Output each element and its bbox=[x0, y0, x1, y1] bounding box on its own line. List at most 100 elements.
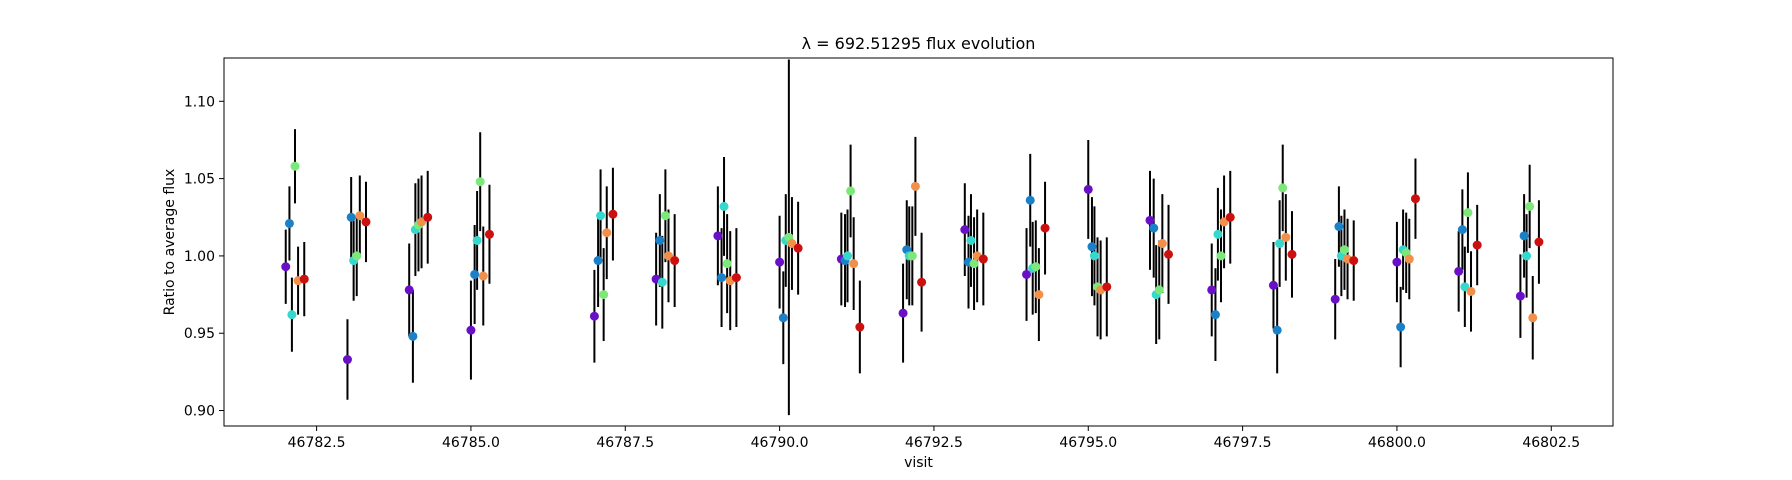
x-tick-label: 46782.5 bbox=[288, 435, 346, 451]
data-point bbox=[417, 217, 427, 227]
data-point bbox=[1404, 254, 1414, 264]
data-point bbox=[1454, 266, 1464, 276]
data-point bbox=[1515, 291, 1525, 301]
data-point bbox=[1102, 282, 1112, 292]
x-tick-label: 46785.0 bbox=[442, 435, 500, 451]
x-tick-label: 46787.5 bbox=[596, 435, 654, 451]
y-tick-label: 1.00 bbox=[184, 249, 215, 265]
data-point bbox=[713, 231, 723, 241]
data-point bbox=[1157, 239, 1167, 249]
data-point bbox=[589, 311, 599, 321]
data-point bbox=[1349, 256, 1359, 266]
x-axis-label: visit bbox=[904, 455, 933, 471]
data-point bbox=[1268, 280, 1278, 290]
data-point bbox=[1164, 249, 1174, 259]
data-point bbox=[978, 254, 988, 264]
data-point bbox=[287, 310, 297, 320]
data-point bbox=[484, 229, 494, 239]
x-tick-label: 46795.0 bbox=[1059, 435, 1117, 451]
x-tick-label: 46800.0 bbox=[1368, 435, 1426, 451]
x-tick-label: 46802.5 bbox=[1522, 435, 1580, 451]
data-point bbox=[1534, 237, 1544, 247]
data-point bbox=[1034, 290, 1044, 300]
data-point bbox=[1275, 239, 1285, 249]
chart-title: λ = 692.51295 flux evolution bbox=[802, 34, 1036, 53]
data-point bbox=[1460, 282, 1470, 292]
data-point bbox=[969, 259, 979, 269]
data-point bbox=[717, 273, 727, 283]
y-tick-label: 1.05 bbox=[184, 172, 215, 188]
data-point bbox=[472, 235, 482, 245]
data-points bbox=[281, 59, 1544, 416]
data-point bbox=[342, 355, 352, 365]
data-point bbox=[361, 217, 371, 227]
data-point bbox=[1396, 322, 1406, 332]
data-point bbox=[663, 251, 673, 261]
data-point bbox=[1154, 285, 1164, 295]
data-point bbox=[960, 225, 970, 235]
data-point bbox=[1457, 225, 1467, 235]
data-point bbox=[1213, 229, 1223, 239]
data-point bbox=[284, 218, 294, 228]
data-point bbox=[1287, 249, 1297, 259]
data-point bbox=[855, 322, 865, 332]
data-point bbox=[1025, 195, 1035, 205]
data-point bbox=[1210, 310, 1220, 320]
data-point bbox=[599, 290, 609, 300]
data-point bbox=[1466, 286, 1476, 296]
x-tick-label: 46792.5 bbox=[905, 435, 963, 451]
data-point bbox=[470, 269, 480, 279]
data-point bbox=[657, 277, 667, 287]
data-point bbox=[1330, 294, 1340, 304]
data-point bbox=[1528, 313, 1538, 323]
data-point bbox=[719, 201, 729, 211]
data-point bbox=[1525, 201, 1535, 211]
data-point bbox=[1087, 242, 1097, 252]
data-point bbox=[1225, 212, 1235, 222]
data-point bbox=[787, 239, 797, 249]
data-point bbox=[1216, 251, 1226, 261]
y-tick-label: 0.95 bbox=[184, 326, 215, 342]
data-point bbox=[846, 186, 856, 196]
data-point bbox=[1334, 222, 1344, 232]
data-point bbox=[281, 262, 291, 272]
data-point bbox=[602, 228, 612, 238]
data-point bbox=[910, 181, 920, 191]
data-point bbox=[1022, 269, 1032, 279]
data-point bbox=[1219, 217, 1229, 227]
data-point bbox=[778, 313, 788, 323]
axes-frame bbox=[223, 57, 1614, 427]
data-point bbox=[722, 259, 732, 269]
data-point bbox=[660, 211, 670, 221]
data-point bbox=[1339, 245, 1349, 255]
data-point bbox=[966, 235, 976, 245]
data-point bbox=[1145, 215, 1155, 225]
y-axis-label: Ratio to average flux bbox=[162, 169, 178, 316]
data-point bbox=[898, 308, 908, 318]
data-point bbox=[907, 251, 917, 261]
data-point bbox=[1089, 251, 1099, 261]
data-point bbox=[1472, 240, 1482, 250]
data-point bbox=[655, 235, 665, 245]
data-point bbox=[346, 212, 356, 222]
data-point bbox=[408, 331, 418, 341]
data-point bbox=[299, 274, 309, 284]
x-tick-label: 46797.5 bbox=[1214, 435, 1272, 451]
data-point bbox=[608, 209, 618, 219]
data-point bbox=[917, 277, 927, 287]
y-axis-ticks: 0.90 0.95 1.00 1.05 1.10 bbox=[184, 94, 224, 420]
data-point bbox=[404, 285, 414, 295]
data-point bbox=[1272, 325, 1282, 335]
data-point bbox=[1522, 251, 1532, 261]
data-point bbox=[1031, 262, 1041, 272]
x-axis-ticks: 46782.5 46785.0 46787.5 46790.0 46792.5 46795… bbox=[288, 426, 1580, 451]
y-tick-label: 1.10 bbox=[184, 94, 215, 110]
data-point bbox=[670, 256, 680, 266]
data-point bbox=[596, 211, 606, 221]
data-point bbox=[1410, 194, 1420, 204]
data-point bbox=[355, 211, 365, 221]
data-point bbox=[1278, 183, 1288, 193]
data-point bbox=[1392, 257, 1402, 267]
